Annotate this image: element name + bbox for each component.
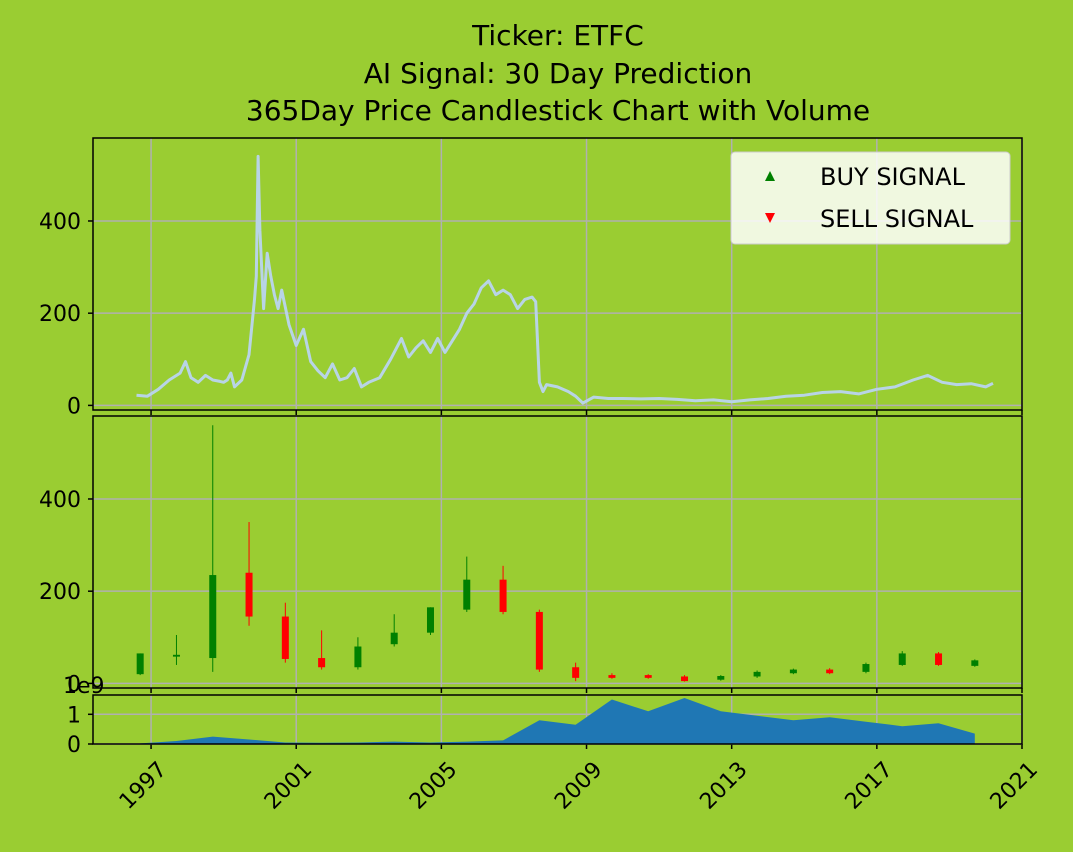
- price-border: [92, 137, 1023, 411]
- candle-body: [499, 579, 507, 612]
- volume-multiplier-label: 1e9: [63, 674, 105, 699]
- price-y-tick-label: 400: [39, 210, 81, 235]
- price-y-tick-label: 200: [39, 302, 81, 327]
- chart-title-line-2: AI Signal: 30 Day Prediction: [364, 57, 752, 90]
- legend-buy-marker-icon: [765, 171, 775, 181]
- legend-sell-marker-icon: [765, 213, 775, 223]
- candle-body: [463, 579, 471, 610]
- candle-body: [390, 632, 398, 645]
- volume-border: [92, 694, 1023, 745]
- candle-body: [209, 575, 217, 659]
- candle-body: [245, 572, 253, 617]
- candle-body: [681, 676, 689, 682]
- candlestick-panel: 0 200 400: [39, 415, 1023, 697]
- price-y-tick-label: 0: [67, 394, 81, 419]
- volume-area: [140, 698, 975, 744]
- legend-sell-label: SELL SIGNAL: [820, 205, 974, 233]
- candle-body: [717, 676, 725, 680]
- candle-body: [318, 658, 326, 668]
- candle-body: [789, 669, 797, 674]
- chart-title-line-3: 365Day Price Candlestick Chart with Volu…: [246, 94, 870, 127]
- candle-body: [862, 664, 870, 672]
- candle-body: [572, 667, 580, 678]
- volume-y-tick-label: 0: [67, 733, 81, 758]
- price-line: [136, 154, 994, 405]
- candle-body: [826, 669, 834, 674]
- candle-body: [426, 607, 434, 633]
- candle-body: [971, 660, 979, 666]
- candle-body: [644, 675, 652, 678]
- candle-body: [136, 653, 144, 675]
- legend-buy-label: BUY SIGNAL: [820, 163, 966, 191]
- ohlc-y-tick-label: 400: [39, 488, 81, 513]
- ohlc-y-tick-label: 0: [67, 672, 81, 697]
- candle-body: [753, 671, 761, 677]
- candle-body: [935, 653, 943, 665]
- candle-body: [281, 616, 289, 659]
- candle-body: [172, 654, 180, 657]
- legend-box: [730, 151, 1011, 245]
- candle-body: [608, 675, 616, 678]
- legend: BUY SIGNAL SELL SIGNAL: [730, 151, 1011, 245]
- ohlc-border: [92, 415, 1023, 689]
- volume-panel: 0 1 1e9: [63, 674, 1023, 758]
- volume-y-tick-label: 1: [67, 703, 81, 728]
- candle-body: [354, 646, 362, 668]
- chart-title-line-1: Ticker: ETFC: [471, 19, 644, 52]
- candle-body: [898, 653, 906, 665]
- candle-body: [535, 611, 543, 670]
- ohlc-y-tick-label: 200: [39, 580, 81, 605]
